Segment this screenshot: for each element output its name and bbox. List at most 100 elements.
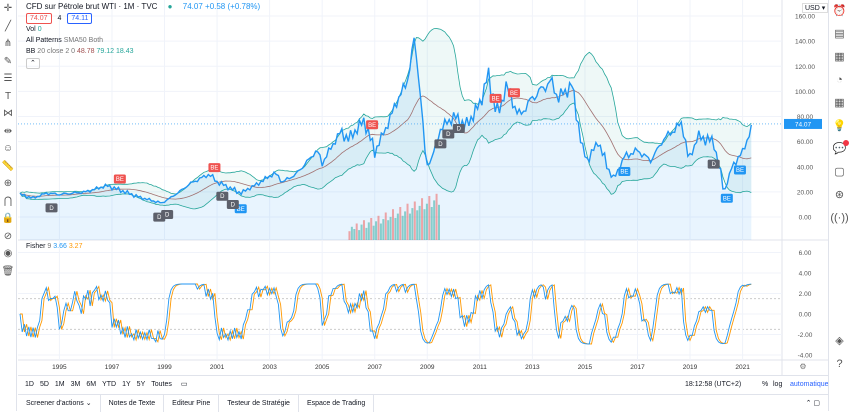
- tab-1[interactable]: Notes de Texte: [101, 395, 165, 412]
- trade-buttons: 74.07 4 74.11: [26, 13, 93, 24]
- watchlist-icon[interactable]: ▤: [834, 28, 845, 40]
- streams-icon[interactable]: ⊛: [834, 189, 845, 201]
- buy-button[interactable]: 74.11: [67, 13, 93, 24]
- messages-icon[interactable]: ▢: [834, 166, 845, 178]
- fib-icon[interactable]: ☰: [3, 73, 13, 84]
- range-5d[interactable]: 5D: [39, 381, 49, 388]
- ideas-icon[interactable]: 💡: [832, 120, 847, 132]
- range-1m[interactable]: 1M: [54, 381, 65, 388]
- volume-bar: [401, 215, 404, 240]
- help-icon[interactable]: ?: [836, 358, 843, 370]
- measure-icon[interactable]: ⇹: [3, 125, 13, 137]
- alarm-icon[interactable]: ⏰: [832, 5, 847, 17]
- tab-2[interactable]: Editeur Pine: [164, 395, 220, 412]
- ruler-icon[interactable]: 📏: [1, 160, 15, 172]
- lock-drawing-icon[interactable]: ⊘: [3, 230, 13, 242]
- range-3m[interactable]: 3M: [70, 381, 81, 388]
- bullish-engulfing-label: [720, 193, 733, 203]
- chart-canvas[interactable]: 0.0020.0040.0060.0080.00100.00120.00140.…: [18, 0, 828, 375]
- price-change: +0.58 (+0.78%): [205, 2, 261, 11]
- range-6m[interactable]: 6M: [86, 381, 97, 388]
- pitchfork-icon[interactable]: ⋔: [3, 38, 13, 49]
- clock: 18:12:58 (UTC+2): [685, 381, 742, 388]
- bearish-engulfing-label-text: BE: [510, 91, 518, 97]
- news-icon[interactable]: ▦: [834, 51, 845, 63]
- pattern-icon[interactable]: ⋈: [3, 108, 13, 119]
- doji-label: [216, 191, 229, 201]
- price-pane: [18, 0, 782, 240]
- sell-button[interactable]: 74.07: [26, 13, 52, 24]
- brush-icon[interactable]: ✎: [3, 55, 13, 67]
- time-tick: 2007: [367, 364, 382, 371]
- bb-basis: 48.78: [77, 48, 95, 55]
- fisher-trigger: 3.27: [68, 243, 83, 250]
- doji-label: [434, 139, 447, 149]
- volume-bar: [423, 209, 426, 240]
- timer-icon[interactable]: ◔: [836, 74, 843, 86]
- volume-bar: [353, 229, 356, 240]
- volume-bar: [360, 224, 363, 240]
- fisher-trigger-line: [20, 283, 752, 345]
- fisher-line: [19, 283, 752, 345]
- price-tick: 100.00: [795, 89, 815, 96]
- lock-icon[interactable]: 🔒: [1, 213, 15, 224]
- volume-bar: [430, 207, 433, 240]
- collapse-legend-button[interactable]: ⌃: [26, 58, 40, 69]
- patterns-legend: All Patterns SMA50 Both: [26, 37, 103, 44]
- bearish-engulfing-label: [507, 88, 520, 98]
- volume-bar: [350, 226, 353, 240]
- volume-bar: [372, 225, 375, 240]
- bullish-engulfing-label: [618, 166, 631, 176]
- bullish-engulfing-label-text: BE: [237, 207, 245, 213]
- crosshair-icon[interactable]: ✛: [3, 3, 13, 14]
- fisher-tick: 4.00: [799, 271, 812, 278]
- maximize-panel-icon[interactable]: ⌃ ▢: [805, 400, 820, 407]
- broadcast-icon[interactable]: ((·)): [830, 212, 849, 224]
- log-toggle[interactable]: log: [773, 381, 783, 388]
- volume-bar: [389, 216, 392, 240]
- bearish-engulfing-label-text: BE: [210, 166, 218, 172]
- tab-3[interactable]: Testeur de Stratégie: [219, 395, 299, 412]
- price-tick: 60.00: [797, 139, 814, 146]
- magnet-icon[interactable]: ⋂: [3, 195, 13, 207]
- auto-toggle[interactable]: automatique: [790, 381, 829, 388]
- bullish-engulfing-label-text: BE: [736, 168, 744, 174]
- chat-icon[interactable]: 💬: [829, 138, 850, 161]
- range-toutes[interactable]: Toutes: [151, 381, 172, 388]
- patterns-label: All Patterns: [26, 37, 62, 44]
- layers-icon[interactable]: ◈: [835, 335, 844, 347]
- time-tick: 2015: [578, 364, 593, 371]
- volume-bar: [355, 223, 358, 240]
- date-range-icon[interactable]: ▭: [180, 381, 188, 388]
- time-tick: 2019: [683, 364, 698, 371]
- tab-4[interactable]: Espace de Trading: [299, 395, 375, 412]
- eye-icon[interactable]: ◉: [3, 248, 13, 259]
- settings-icon[interactable]: ⚙: [799, 362, 806, 371]
- doji-label: [45, 203, 58, 213]
- volume-bar: [413, 201, 416, 240]
- volume-bar: [399, 207, 402, 240]
- trash-icon[interactable]: 🗑: [1, 265, 15, 277]
- tab-0[interactable]: Screener d'actions ⌄: [18, 395, 101, 412]
- bb-basis-line: [19, 89, 752, 200]
- range-5y[interactable]: 5Y: [136, 381, 146, 388]
- trendline-icon[interactable]: ╱: [4, 20, 12, 32]
- currency-select[interactable]: USD ▾: [802, 3, 829, 13]
- zoom-icon[interactable]: ⊕: [3, 178, 13, 189]
- range-1y[interactable]: 1Y: [122, 381, 131, 388]
- text-icon[interactable]: T: [4, 90, 12, 102]
- symbol-title: CFD sur Pétrole brut WTI · 1M · TVC: [26, 2, 158, 11]
- volume-bar: [367, 222, 370, 240]
- price-tick: 80.00: [797, 114, 814, 121]
- volume-bar: [404, 211, 407, 240]
- bearish-engulfing-label: [113, 174, 126, 184]
- doji-label: [226, 199, 239, 209]
- spread: 4: [57, 15, 62, 22]
- range-ytd[interactable]: YTD: [102, 381, 117, 388]
- calendar-icon[interactable]: ▦: [834, 97, 845, 109]
- percent-toggle[interactable]: %: [762, 381, 769, 388]
- doji-label-text: D: [712, 162, 717, 168]
- range-1d[interactable]: 1D: [25, 381, 34, 388]
- emoji-icon[interactable]: ☺: [2, 143, 14, 154]
- fisher-tick: -4.00: [798, 353, 813, 360]
